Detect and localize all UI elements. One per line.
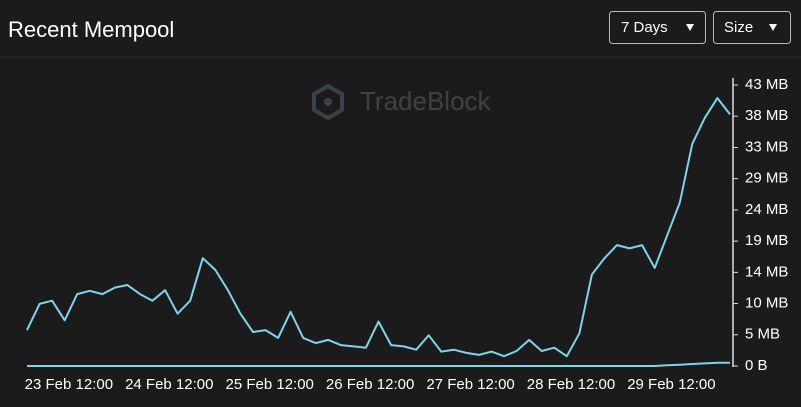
watermark-logo	[312, 83, 344, 121]
y-tick-label: 0 B	[745, 357, 768, 374]
x-tick-label: 26 Feb 12:00	[326, 376, 414, 393]
y-tick-label: 29 MB	[745, 170, 788, 187]
line-series	[27, 361, 730, 367]
y-tick-label: 5 MB	[745, 326, 780, 343]
y-tick-label: 10 MB	[745, 294, 788, 311]
dropdown-arrow	[769, 24, 777, 31]
metric-dropdown[interactable]: Size	[713, 11, 791, 44]
y-tick-label: 19 MB	[745, 232, 788, 249]
line-series	[26, 97, 731, 358]
range-dropdown[interactable]: 7 Days	[609, 11, 706, 44]
y-tick-label: 33 MB	[745, 138, 788, 155]
x-tick-label: 27 Feb 12:00	[426, 376, 514, 393]
x-tick-label: 24 Feb 12:00	[125, 376, 213, 393]
watermark-logo-dot	[324, 98, 332, 106]
y-tick-label: 43 MB	[745, 76, 788, 93]
watermark: TradeBlock	[312, 83, 492, 121]
dropdown-box[interactable]	[713, 11, 791, 44]
y-tick-label: 24 MB	[745, 201, 788, 218]
x-tick-label: 29 Feb 12:00	[627, 376, 715, 393]
dropdown-label[interactable]: Size	[724, 19, 753, 36]
dropdown-arrow	[686, 24, 694, 31]
dropdown-label[interactable]: 7 Days	[621, 19, 668, 36]
chart-title: Recent Mempool	[8, 17, 174, 42]
dropdown-box[interactable]	[609, 11, 706, 44]
x-tick-label: 25 Feb 12:00	[225, 376, 313, 393]
watermark-text: TradeBlock	[360, 86, 492, 116]
x-tick-label: 23 Feb 12:00	[25, 376, 113, 393]
y-tick-label: 38 MB	[745, 107, 788, 124]
x-tick-label: 28 Feb 12:00	[527, 376, 615, 393]
y-tick-label: 14 MB	[745, 263, 788, 280]
